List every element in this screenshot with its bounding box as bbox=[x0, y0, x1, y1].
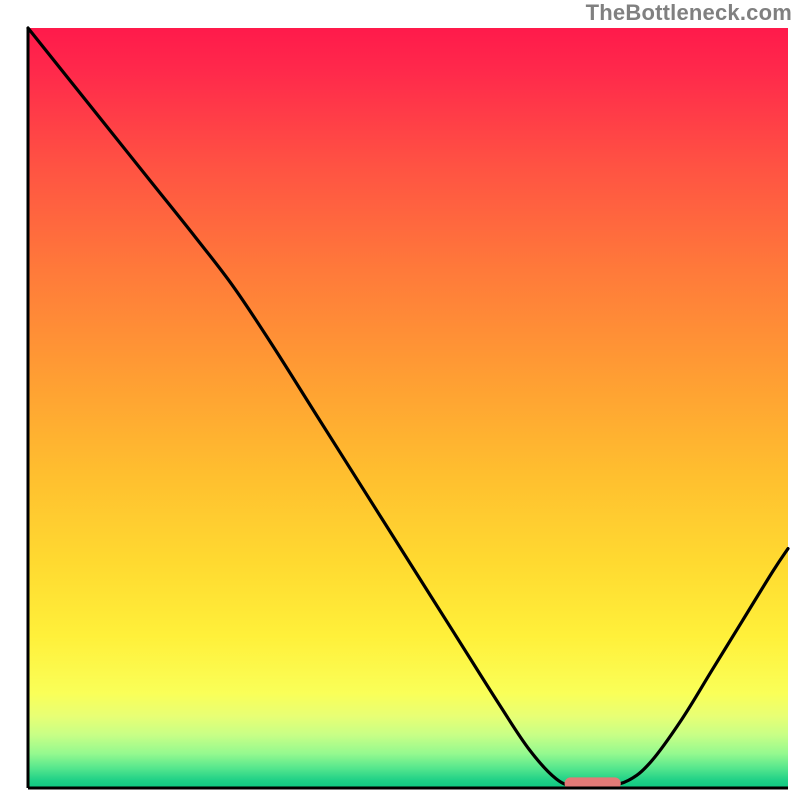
watermark-text: TheBottleneck.com bbox=[586, 0, 792, 26]
gradient-background bbox=[28, 28, 788, 788]
bottleneck-chart: TheBottleneck.com bbox=[0, 0, 800, 800]
chart-svg bbox=[0, 0, 800, 800]
